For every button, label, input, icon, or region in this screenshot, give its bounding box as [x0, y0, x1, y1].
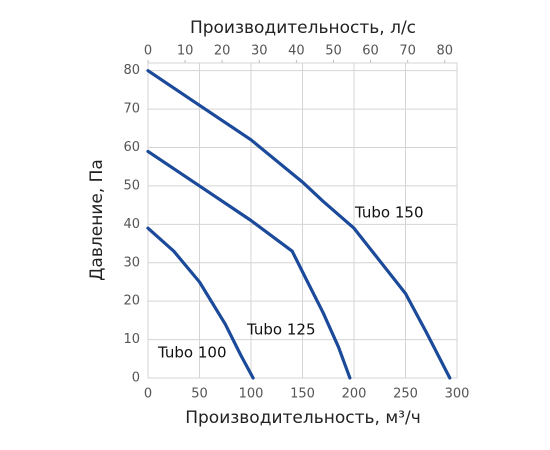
x-tick-label: 300 [445, 387, 470, 402]
y-tick-label: 80 [123, 63, 140, 78]
x-tick-label: 0 [144, 387, 152, 402]
y-title: Давление, Па [87, 159, 107, 281]
x-title: Производительность, м³/ч [185, 408, 421, 428]
series-line [146, 149, 352, 380]
x2-tick-label: 70 [399, 44, 416, 59]
y-tick-label: 30 [123, 255, 140, 270]
x-tick-label: 150 [290, 387, 315, 402]
series-label: Tubo 125 [246, 321, 316, 339]
plot-frame [147, 62, 458, 379]
y-tick-label: 50 [123, 178, 140, 193]
y-tick-label: 10 [123, 332, 140, 347]
x2-tick-label: 50 [325, 44, 342, 59]
x2-tick-label: 10 [177, 44, 194, 59]
series-line [146, 69, 452, 380]
x2-tick-label: 60 [362, 44, 379, 59]
x2-tick-label: 80 [436, 44, 453, 59]
y-tick-label: 70 [123, 102, 140, 117]
x-tick-label: 50 [191, 387, 208, 402]
x-tick-label: 100 [239, 387, 264, 402]
x-tick-label: 250 [393, 387, 418, 402]
x2-title: Производительность, л/с [190, 18, 416, 38]
x2-tick-label: 0 [144, 44, 152, 59]
y-tick-label: 60 [123, 140, 140, 155]
y-tick-label: 0 [132, 371, 140, 386]
x-tick-label: 200 [342, 387, 367, 402]
x2-tick-label: 40 [288, 44, 305, 59]
x2-tick-label: 30 [251, 44, 268, 59]
series-label: Tubo 100 [157, 344, 227, 362]
series-line [146, 226, 255, 380]
x2-tick-label: 20 [214, 44, 231, 59]
y-tick-label: 40 [123, 217, 140, 232]
series-label: Tubo 150 [354, 204, 424, 222]
y-tick-label: 20 [123, 294, 140, 309]
